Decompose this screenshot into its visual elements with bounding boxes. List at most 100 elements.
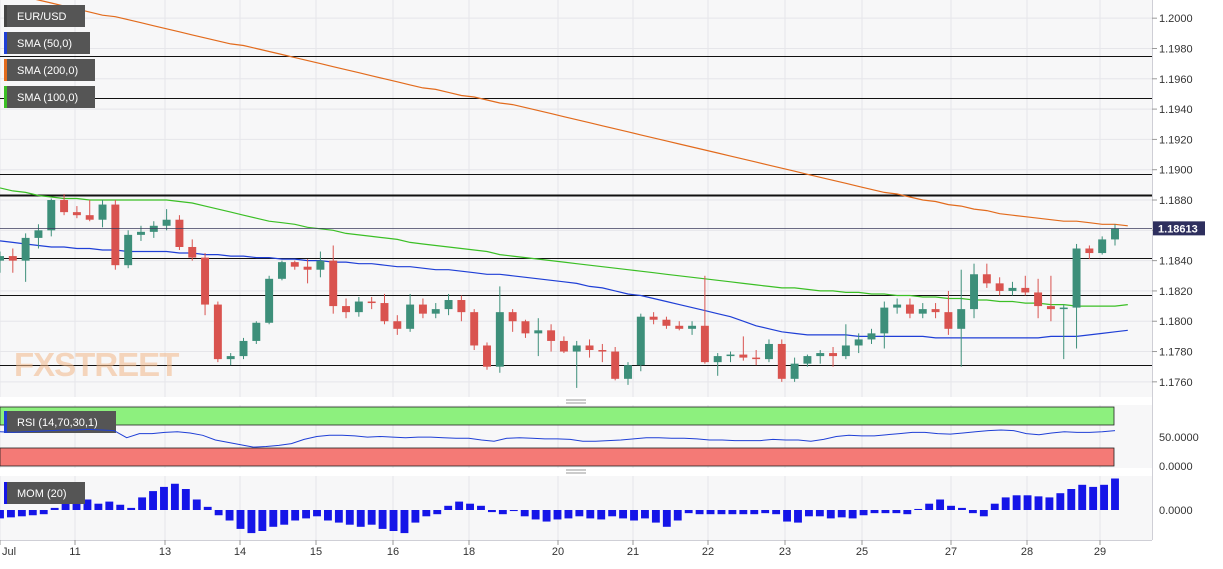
candle bbox=[444, 293, 453, 316]
x-axis: Jul 11 13 14 15 16 18 20 21 22 23 25 27 28 29 bbox=[0, 540, 1106, 558]
mom-bar bbox=[127, 507, 136, 510]
candle bbox=[777, 339, 786, 382]
candle bbox=[508, 309, 517, 332]
mom-bar bbox=[881, 510, 890, 514]
candle bbox=[21, 233, 30, 282]
mom-bar bbox=[750, 510, 759, 515]
mom-bar bbox=[837, 510, 846, 518]
mom-bar bbox=[345, 510, 354, 525]
mom-bar bbox=[728, 510, 737, 515]
candlesticks bbox=[0, 193, 1119, 388]
legend-item-sma100[interactable]: SMA (100,0) bbox=[4, 86, 95, 108]
mom-bar bbox=[1045, 497, 1054, 510]
x-tick-label: 28 bbox=[1021, 546, 1033, 558]
price-tick-label: 1.1760 bbox=[1159, 377, 1193, 389]
candle bbox=[624, 362, 632, 385]
mom-bar bbox=[1001, 497, 1010, 510]
sma-line bbox=[35, 0, 1128, 227]
candle bbox=[880, 301, 889, 349]
candle bbox=[354, 296, 363, 317]
mom-bar bbox=[1012, 495, 1021, 510]
x-tick-label: 29 bbox=[1094, 546, 1106, 558]
mom-bar bbox=[531, 510, 540, 520]
legend-label-sma50: SMA (50,0) bbox=[17, 38, 72, 50]
mom-bar bbox=[608, 510, 617, 517]
mom-bar bbox=[630, 510, 638, 521]
candle bbox=[944, 290, 953, 335]
horizontal-levels bbox=[0, 56, 1152, 366]
mom-bar bbox=[717, 510, 726, 515]
mom-bar bbox=[367, 510, 376, 525]
candle bbox=[111, 200, 120, 270]
mom-bar bbox=[400, 510, 409, 534]
mom-bar bbox=[990, 503, 999, 510]
candle bbox=[85, 200, 94, 222]
mom-legend-item[interactable]: MOM (20) bbox=[4, 482, 85, 504]
mom-bar bbox=[684, 510, 693, 514]
mom-bar bbox=[958, 507, 966, 510]
x-tick-label: 14 bbox=[234, 546, 246, 558]
mom-bar bbox=[772, 510, 781, 515]
mom-bar bbox=[466, 503, 474, 510]
candle bbox=[905, 298, 914, 319]
candle bbox=[611, 346, 620, 381]
rsi-label: RSI (14,70,30,1) bbox=[17, 417, 98, 429]
mom-bar bbox=[6, 510, 15, 518]
legend-item-eurusd[interactable]: EUR/USD bbox=[4, 5, 85, 27]
price-panel-bg bbox=[0, 0, 1152, 397]
candle bbox=[688, 321, 697, 335]
mom-bar bbox=[651, 510, 660, 523]
rsi-line bbox=[0, 428, 1116, 448]
candle bbox=[918, 303, 927, 319]
candle bbox=[213, 301, 222, 363]
mom-bar bbox=[487, 510, 496, 513]
mom-bar bbox=[39, 510, 48, 515]
price-tick-label: 1.2000 bbox=[1159, 13, 1193, 25]
candle bbox=[841, 324, 850, 360]
mom-bar bbox=[804, 510, 813, 517]
splitter-price-rsi[interactable] bbox=[0, 397, 1152, 405]
mom-bar bbox=[280, 510, 289, 525]
legend-label-sma200: SMA (200,0) bbox=[17, 65, 78, 77]
sma-line bbox=[0, 187, 1128, 307]
legend-item-sma200[interactable]: SMA (200,0) bbox=[4, 59, 95, 81]
candle bbox=[598, 343, 607, 363]
candle bbox=[149, 221, 158, 238]
mom-bar bbox=[564, 510, 573, 519]
momentum-bars bbox=[0, 478, 1119, 534]
mom-bar bbox=[444, 505, 453, 510]
candle bbox=[470, 309, 479, 351]
legend-item-sma50[interactable]: SMA (50,0) bbox=[4, 32, 90, 54]
watermark: FXSTREET bbox=[14, 346, 179, 383]
candle bbox=[957, 269, 966, 367]
rsi-tick-50: 50.0000 bbox=[1159, 432, 1199, 444]
mom-bar bbox=[258, 510, 267, 531]
x-tick-label: 18 bbox=[463, 546, 475, 558]
candle bbox=[406, 293, 415, 332]
candle bbox=[1072, 243, 1081, 349]
candle bbox=[393, 315, 402, 335]
candle bbox=[585, 339, 594, 358]
mom-bar bbox=[28, 510, 37, 516]
rsi-legend-item[interactable]: RSI (14,70,30,1) bbox=[4, 411, 116, 433]
mom-bar bbox=[903, 510, 912, 515]
mom-bar bbox=[1111, 478, 1119, 510]
candle bbox=[752, 350, 761, 366]
candle bbox=[970, 263, 978, 319]
mom-bar bbox=[859, 510, 868, 516]
mom-bar bbox=[597, 510, 606, 520]
last-price-tag: 1.18613 bbox=[1153, 221, 1205, 236]
mom-bar bbox=[411, 510, 420, 523]
candle bbox=[572, 340, 581, 388]
mom-bar bbox=[324, 510, 332, 521]
mom-bar bbox=[422, 510, 431, 517]
mom-bar bbox=[302, 510, 311, 519]
candle bbox=[764, 339, 773, 363]
mom-bar bbox=[192, 499, 201, 510]
legend-label-eurusd: EUR/USD bbox=[17, 11, 67, 23]
mom-bar bbox=[160, 486, 168, 510]
candle bbox=[175, 215, 184, 251]
splitter-rsi-mom[interactable] bbox=[0, 468, 1152, 476]
